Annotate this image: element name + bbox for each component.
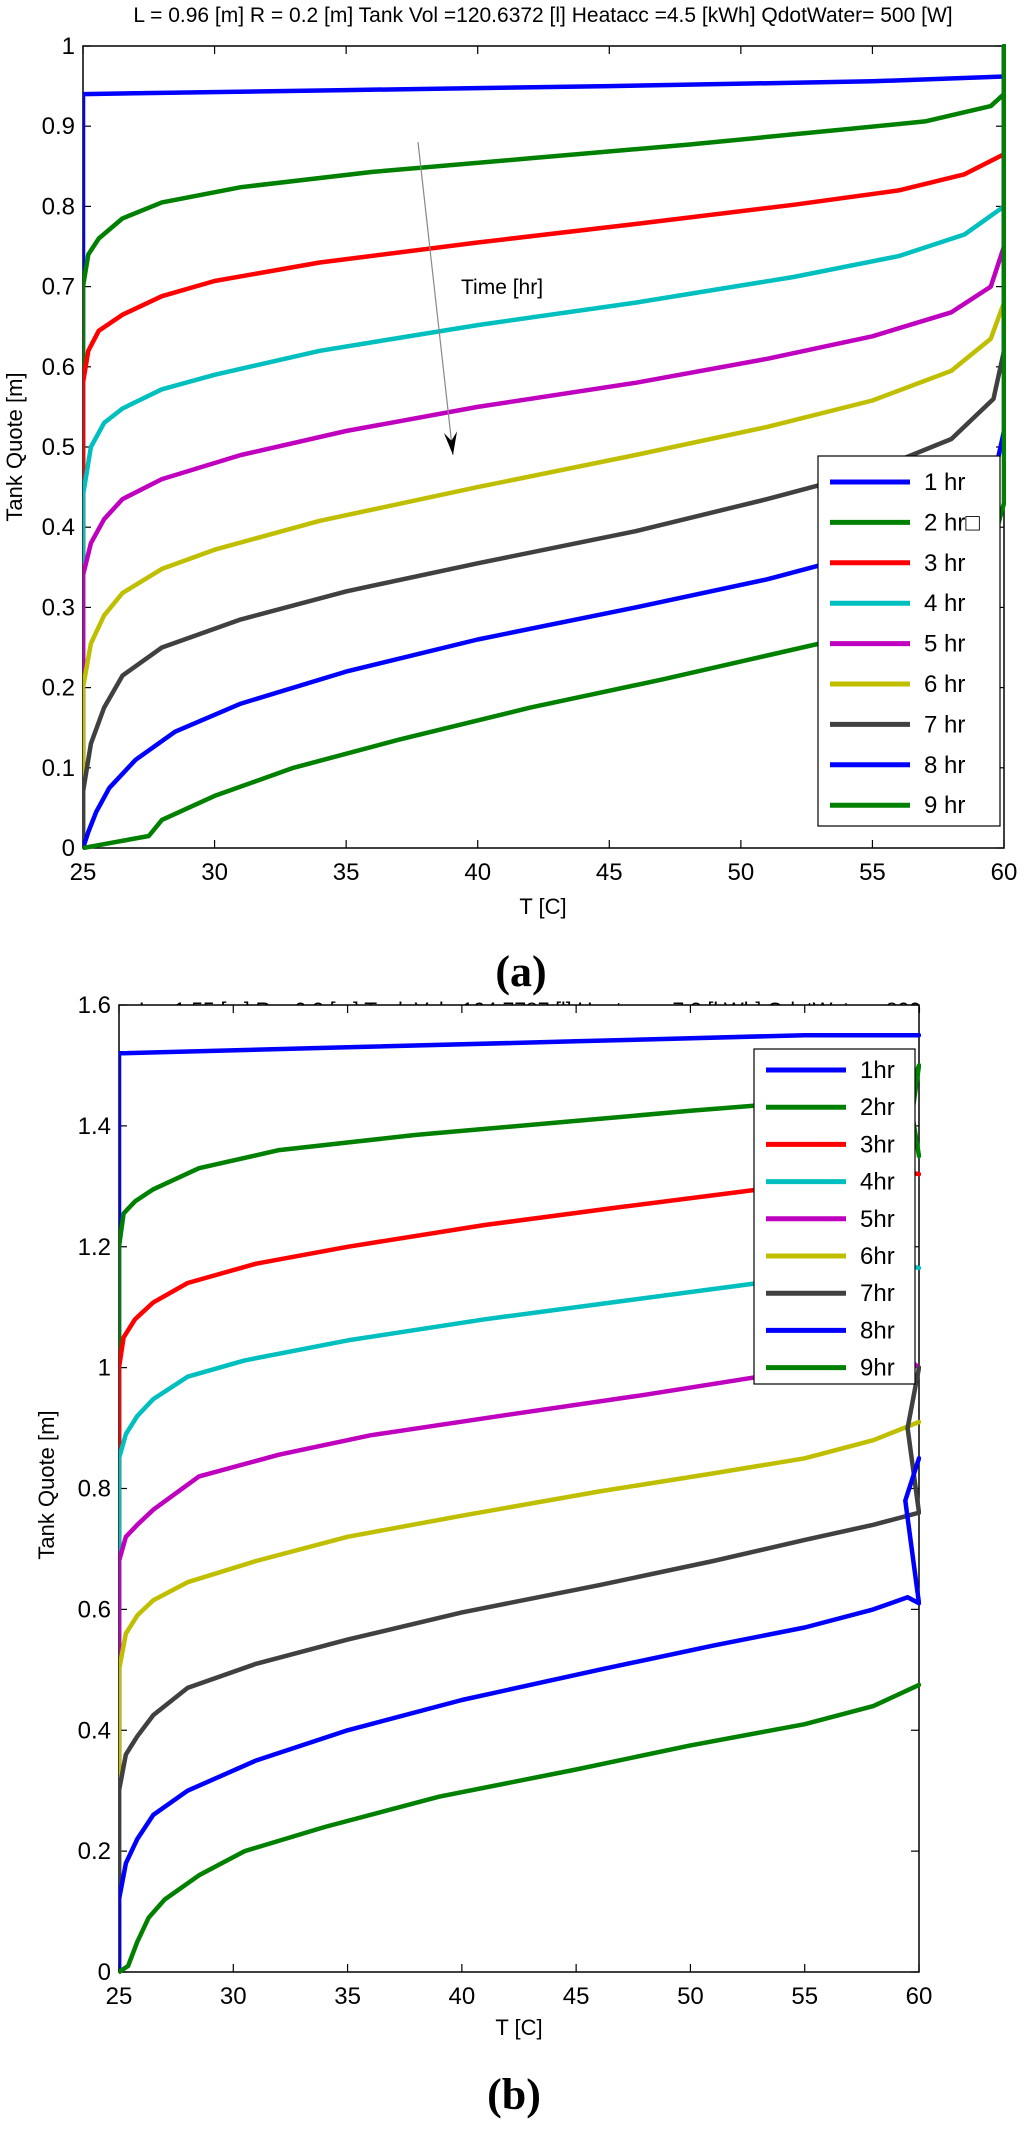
chart-a-panel-letter: (a) bbox=[495, 947, 546, 996]
chart-a-annotation: Time [hr] bbox=[461, 276, 543, 299]
chart-b-ytick-label: 0.4 bbox=[78, 1717, 111, 1744]
chart-b-xtick-label: 50 bbox=[677, 1983, 704, 2010]
chart-a: L = 0.96 [m] R = 0.2 [m] Tank Vol =120.6… bbox=[2, 4, 1017, 996]
chart-b-panel-letter: (b) bbox=[487, 2070, 541, 2119]
chart-a-time-arrow-line bbox=[417, 141, 454, 456]
chart-a-ytick-label: 1 bbox=[62, 33, 75, 60]
chart-b-legend-label: 1hr bbox=[860, 1057, 895, 1084]
chart-b-ytick-label: 0.6 bbox=[78, 1596, 111, 1623]
chart-a-series-line bbox=[83, 44, 1006, 850]
chart-a-title: L = 0.96 [m] R = 0.2 [m] Tank Vol =120.6… bbox=[133, 4, 952, 27]
chart-b-series-line bbox=[119, 1063, 921, 1974]
chart-b-legend-label: 3hr bbox=[860, 1131, 895, 1158]
chart-a-series-line bbox=[83, 44, 1006, 850]
chart-a-ytick-label: 0.9 bbox=[42, 113, 75, 140]
chart-a-legend-label: 3 hr bbox=[924, 550, 965, 577]
chart-a-legend-label: 9 hr bbox=[924, 792, 965, 819]
chart-a-xtick-label: 40 bbox=[464, 859, 491, 886]
chart-b: L = 1.55 [m] R = 0.2 [m] Tank Vol =194.7… bbox=[34, 992, 932, 2119]
chart-b-legend-label: 2hr bbox=[860, 1094, 895, 1121]
chart-b-xlabel: T [C] bbox=[495, 2015, 542, 2040]
chart-a-series-line bbox=[83, 44, 1006, 850]
chart-a-series-line bbox=[83, 44, 1006, 850]
chart-a-ylabel: Tank Quote [m] bbox=[2, 372, 27, 521]
chart-b-xtick-label: 45 bbox=[563, 1983, 590, 2010]
chart-b-legend-label: 8hr bbox=[860, 1317, 895, 1344]
chart-b-ytick-label: 1.6 bbox=[78, 992, 111, 1019]
chart-b-legend-label: 9hr bbox=[860, 1355, 895, 1382]
chart-a-xtick-label: 60 bbox=[991, 859, 1018, 886]
chart-a-ytick-label: 0.4 bbox=[42, 514, 75, 541]
chart-a-xtick-label: 30 bbox=[201, 859, 228, 886]
chart-b-series-line bbox=[119, 1682, 921, 1974]
chart-a-ytick-label: 0.6 bbox=[42, 354, 75, 381]
chart-b-legend-label: 6hr bbox=[860, 1243, 895, 1270]
chart-b-ytick-label: 0.8 bbox=[78, 1476, 111, 1503]
chart-a-xtick-label: 35 bbox=[333, 859, 360, 886]
chart-a-xtick-label: 55 bbox=[859, 859, 886, 886]
chart-b-series-line bbox=[119, 1456, 921, 1974]
chart-b-legend-label: 5hr bbox=[860, 1206, 895, 1233]
chart-b-xtick-label: 40 bbox=[449, 1983, 476, 2010]
chart-a-ytick-label: 0.2 bbox=[42, 675, 75, 702]
chart-b-legend: 1hr 2hr 3hr 4hr 5hr 6hr 7hr 8hr 9hr bbox=[753, 1048, 916, 1385]
chart-a-ytick-label: 0.1 bbox=[42, 755, 75, 782]
chart-a-ytick-label: 0 bbox=[62, 835, 75, 862]
chart-a-ytick-label: 0.8 bbox=[42, 193, 75, 220]
chart-a-ytick-label: 0.5 bbox=[42, 434, 75, 461]
chart-a-legend-label: 4 hr bbox=[924, 590, 965, 617]
chart-a-ytick-label: 0.7 bbox=[42, 274, 75, 301]
chart-a-legend-label: 1 hr bbox=[924, 469, 965, 496]
chart-a-series-line bbox=[83, 44, 1006, 850]
chart-b-series-line bbox=[119, 1365, 921, 1974]
chart-a-legend-label: 7 hr bbox=[924, 711, 965, 738]
chart-b-xtick-label: 25 bbox=[106, 1983, 133, 2010]
chart-a-time-arrow-head bbox=[443, 431, 458, 455]
chart-b-series-line bbox=[119, 1419, 921, 1974]
chart-a-xtick-label: 45 bbox=[596, 859, 623, 886]
chart-b-ytick-label: 1 bbox=[98, 1355, 111, 1382]
chart-a-legend: 1 hr 2 hr□ 3 hr 4 hr 5 hr 6 hr 7 hr 8 hr 9 hr bbox=[817, 455, 1001, 827]
chart-a-legend-label: 2 hr□ bbox=[924, 509, 980, 536]
chart-a-legend-label: 6 hr bbox=[924, 671, 965, 698]
chart-b-ytick-label: 1.2 bbox=[78, 1234, 111, 1261]
chart-b-xtick-label: 55 bbox=[791, 1983, 818, 2010]
chart-b-legend-label: 7hr bbox=[860, 1280, 895, 1307]
chart-a-series-line bbox=[83, 44, 1006, 850]
chart-a-xtick-label: 50 bbox=[728, 859, 755, 886]
chart-a-ytick-label: 0.3 bbox=[42, 594, 75, 621]
chart-b-series-line bbox=[119, 1032, 921, 1974]
chart-a-legend-label: 8 hr bbox=[924, 752, 965, 779]
chart-a-xlabel: T [C] bbox=[519, 894, 566, 919]
chart-b-ytick-label: 0.2 bbox=[78, 1838, 111, 1865]
chart-b-xtick-label: 30 bbox=[220, 1983, 247, 2010]
chart-b-legend-label: 4hr bbox=[860, 1169, 895, 1196]
chart-a-legend-label: 5 hr bbox=[924, 631, 965, 658]
chart-b-ytick-label: 1.4 bbox=[78, 1113, 111, 1140]
chart-b-xtick-label: 35 bbox=[334, 1983, 361, 2010]
chart-b-ytick-label: 0 bbox=[98, 1959, 111, 1986]
chart-b-ylabel: Tank Quote [m] bbox=[34, 1410, 59, 1559]
chart-b-xtick-label: 60 bbox=[906, 1983, 933, 2010]
chart-a-xtick-label: 25 bbox=[70, 859, 97, 886]
